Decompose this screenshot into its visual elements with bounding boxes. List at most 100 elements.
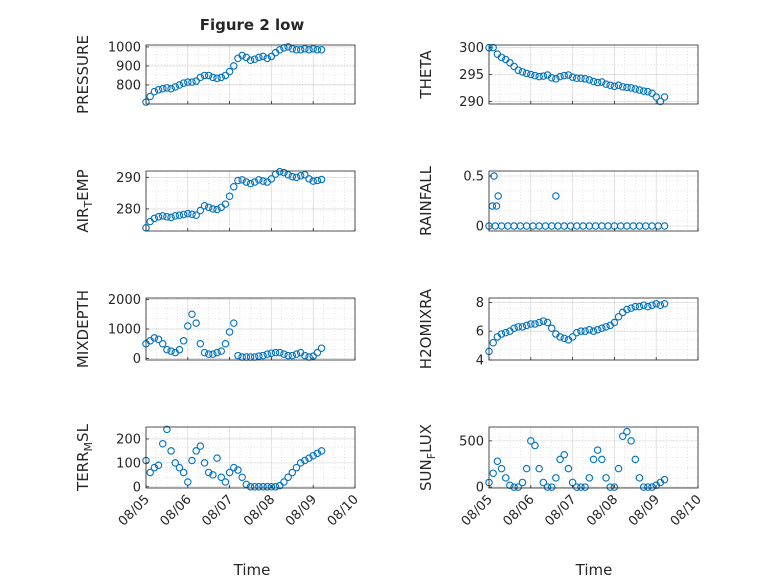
data-point [200, 348, 209, 357]
data-point [280, 168, 288, 177]
data-point [280, 478, 288, 486]
data-point [284, 43, 292, 51]
data-point [497, 53, 506, 62]
data-point [225, 192, 234, 201]
data-point [175, 211, 184, 219]
data-point [209, 471, 217, 479]
data-point [250, 55, 259, 64]
y-axis-label: MIXDEPTH [74, 290, 92, 368]
data-point [213, 348, 221, 357]
data-point [276, 46, 284, 54]
data-point [593, 446, 602, 454]
data-point [217, 347, 225, 355]
data-point [188, 456, 196, 465]
data-point [556, 72, 564, 81]
data-point [644, 87, 652, 96]
data-point [593, 78, 602, 87]
data-point [192, 211, 200, 219]
data-point [284, 351, 292, 360]
data-point [292, 173, 301, 182]
data-point [179, 468, 188, 477]
data-point [547, 483, 556, 491]
data-point [238, 473, 246, 481]
data-point [179, 210, 188, 219]
data-point [259, 52, 267, 61]
axes-box [488, 297, 699, 361]
data-point [238, 51, 246, 60]
data-point [167, 447, 175, 455]
data-point [163, 213, 171, 221]
data-point [585, 76, 594, 84]
data-point [221, 71, 230, 80]
data-point [150, 214, 159, 223]
data-point [627, 437, 635, 445]
data-point [547, 324, 556, 333]
data-point [301, 171, 309, 179]
data-point [644, 483, 652, 491]
data-point [305, 175, 313, 183]
data-point [564, 71, 573, 79]
axes-box [488, 170, 699, 232]
data-point [585, 474, 594, 482]
data-point [259, 177, 267, 185]
data-point [313, 176, 322, 185]
data-point [660, 475, 669, 484]
data-point [317, 175, 326, 184]
y-tick-label: 900 [116, 59, 141, 74]
data-point [531, 320, 539, 328]
data-point [623, 83, 631, 92]
data-point [263, 483, 271, 491]
data-point [292, 350, 301, 358]
data-point [656, 97, 665, 106]
data-point [234, 176, 242, 185]
data-point [581, 483, 589, 491]
data-point [614, 312, 623, 321]
data-point [301, 45, 309, 53]
data-point [196, 442, 205, 450]
data-point [217, 73, 225, 82]
data-point [539, 317, 548, 325]
data-point [518, 68, 527, 76]
data-point [309, 45, 317, 53]
data-point [146, 92, 154, 101]
data-point [276, 348, 284, 357]
data-point [635, 474, 644, 482]
axes-box [145, 44, 356, 105]
axes-box [488, 426, 699, 489]
data-point [255, 53, 263, 62]
data-point [179, 337, 188, 345]
data-point [493, 457, 502, 465]
data-point [313, 46, 322, 54]
data-point [280, 350, 288, 358]
data-point [317, 344, 326, 352]
subplot-5: 0 1000 2000 MIXDEPTH [74, 290, 356, 368]
y-tick-label: 1000 [108, 323, 141, 338]
data-point [652, 300, 660, 308]
data-point [288, 351, 297, 360]
data-point [250, 178, 259, 186]
y-tick-label: 280 [116, 202, 141, 217]
data-point [506, 58, 514, 67]
data-point [163, 345, 171, 354]
data-point [230, 62, 238, 70]
data-point [514, 483, 523, 491]
data-point [292, 46, 301, 54]
data-point [196, 206, 205, 215]
data-point [648, 89, 656, 98]
data-point [531, 441, 539, 450]
data-point [614, 81, 623, 89]
data-point [175, 345, 184, 354]
y-tick-label: 2000 [108, 293, 141, 308]
data-point [564, 464, 573, 473]
data-point [284, 171, 292, 179]
data-point [267, 175, 276, 183]
data-point [192, 77, 200, 85]
data-point [552, 75, 560, 83]
data-point [648, 483, 656, 491]
data-point [250, 483, 259, 491]
y-tick-label: 295 [459, 68, 484, 83]
data-point [305, 46, 313, 54]
data-point [288, 45, 297, 53]
data-point [610, 82, 619, 91]
